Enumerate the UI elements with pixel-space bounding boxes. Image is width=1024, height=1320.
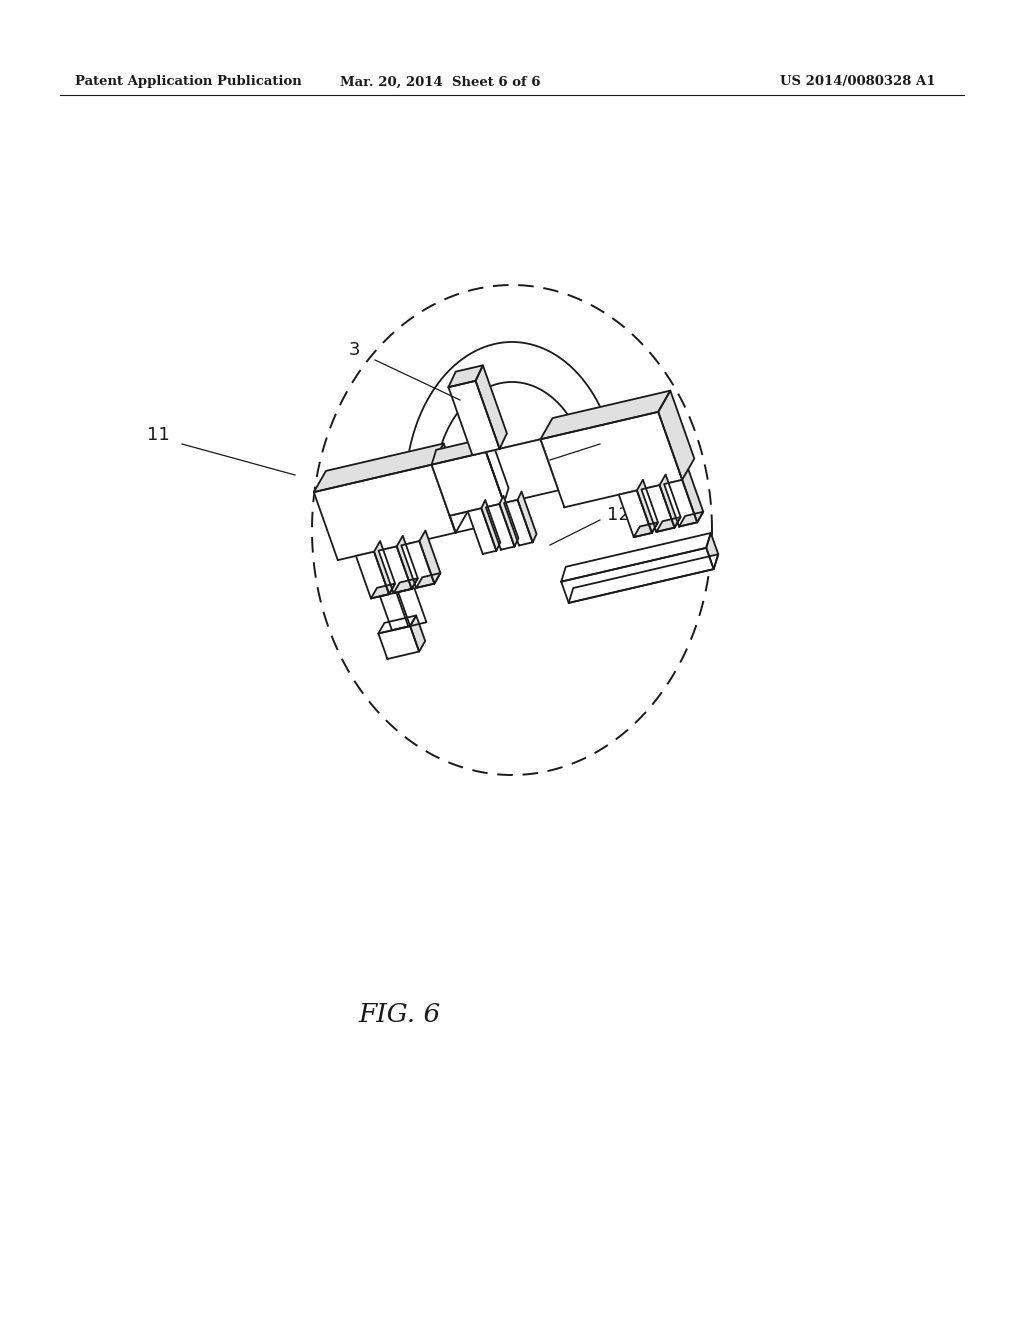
Polygon shape [401,541,434,587]
Polygon shape [432,444,468,533]
Polygon shape [485,486,504,524]
Polygon shape [432,451,504,516]
Polygon shape [641,486,675,532]
Polygon shape [374,541,395,594]
Polygon shape [500,496,518,546]
Polygon shape [486,440,552,486]
Polygon shape [486,440,558,503]
Text: 12: 12 [606,506,630,524]
Polygon shape [665,480,697,527]
Polygon shape [504,500,532,545]
Text: 11: 11 [146,426,169,444]
Polygon shape [450,507,492,533]
Polygon shape [379,626,419,659]
Polygon shape [634,523,658,537]
Polygon shape [568,554,718,603]
Text: 3: 3 [348,341,359,359]
Polygon shape [380,593,409,631]
Polygon shape [561,533,711,582]
Polygon shape [658,391,694,480]
Polygon shape [707,533,718,569]
Polygon shape [486,437,509,503]
Polygon shape [485,504,514,549]
Polygon shape [481,500,501,550]
Polygon shape [313,465,456,560]
Polygon shape [432,437,490,465]
Polygon shape [379,546,412,593]
Polygon shape [420,531,440,583]
Polygon shape [468,508,497,554]
Polygon shape [541,412,682,507]
Polygon shape [561,548,714,603]
Text: FIG. 6: FIG. 6 [358,1002,441,1027]
Polygon shape [656,517,681,532]
Polygon shape [416,573,440,587]
Polygon shape [408,342,616,467]
Text: Patent Application Publication: Patent Application Publication [75,75,302,88]
Polygon shape [411,615,425,652]
Polygon shape [379,615,416,634]
Polygon shape [659,474,681,528]
Text: Mar. 20, 2014  Sheet 6 of 6: Mar. 20, 2014 Sheet 6 of 6 [340,75,541,88]
Polygon shape [541,391,671,440]
Polygon shape [356,552,389,598]
Polygon shape [398,589,426,626]
Polygon shape [679,512,703,527]
Polygon shape [637,479,658,533]
Polygon shape [618,491,652,537]
Polygon shape [396,536,418,589]
Polygon shape [682,469,703,523]
Polygon shape [371,583,395,598]
Polygon shape [393,578,418,593]
Polygon shape [475,366,507,449]
Text: US 2014/0080328 A1: US 2014/0080328 A1 [780,75,936,88]
Polygon shape [313,444,443,492]
Polygon shape [449,366,483,387]
Polygon shape [449,381,500,455]
Polygon shape [517,491,537,543]
Polygon shape [450,486,498,516]
Text: 33: 33 [606,426,630,444]
